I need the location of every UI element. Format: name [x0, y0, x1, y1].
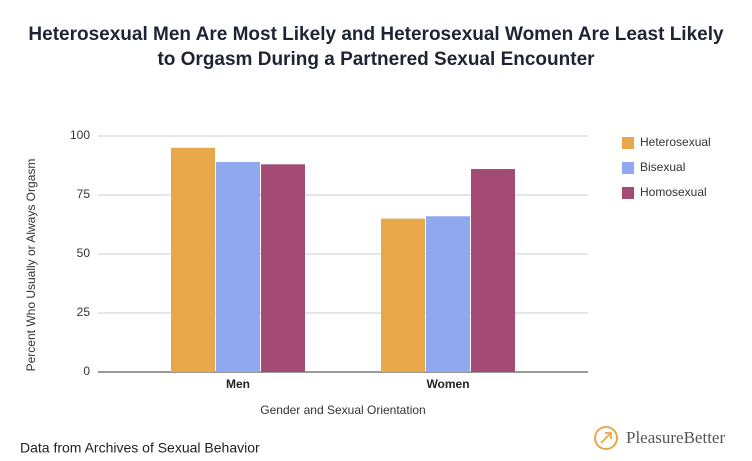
y-tick-label: 0 — [83, 364, 90, 378]
brand-logo: PleasureBetter — [594, 426, 725, 450]
bar — [471, 169, 515, 372]
y-axis-label: Percent Who Usually or Always Orgasm — [24, 159, 38, 372]
x-tick-label: Men — [226, 377, 250, 391]
bar — [381, 218, 425, 372]
legend-label: Heterosexual — [640, 135, 711, 149]
chart-title: Heterosexual Men Are Most Likely and Het… — [28, 24, 724, 45]
chart-title: to Orgasm During a Partnered Sexual Enco… — [157, 49, 595, 70]
x-axis-label: Gender and Sexual Orientation — [260, 403, 425, 417]
bar — [171, 147, 215, 372]
x-tick-label: Women — [426, 377, 469, 391]
bar — [426, 216, 470, 372]
legend-swatch — [622, 162, 634, 174]
bar — [216, 161, 260, 372]
y-tick-label: 25 — [77, 305, 91, 319]
legend-swatch — [622, 137, 634, 149]
source-note: Data from Archives of Sexual Behavior — [20, 440, 260, 456]
legend-swatch — [622, 187, 634, 199]
bar — [261, 164, 305, 372]
logo-icon — [594, 426, 618, 450]
y-tick-label: 100 — [70, 128, 90, 142]
legend-label: Bisexual — [640, 160, 685, 174]
y-tick-label: 75 — [77, 187, 91, 201]
y-tick-label: 50 — [77, 246, 91, 260]
logo-arrow — [600, 432, 612, 444]
legend-label: Homosexual — [640, 185, 707, 199]
brand-name: PleasureBetter — [626, 428, 725, 447]
